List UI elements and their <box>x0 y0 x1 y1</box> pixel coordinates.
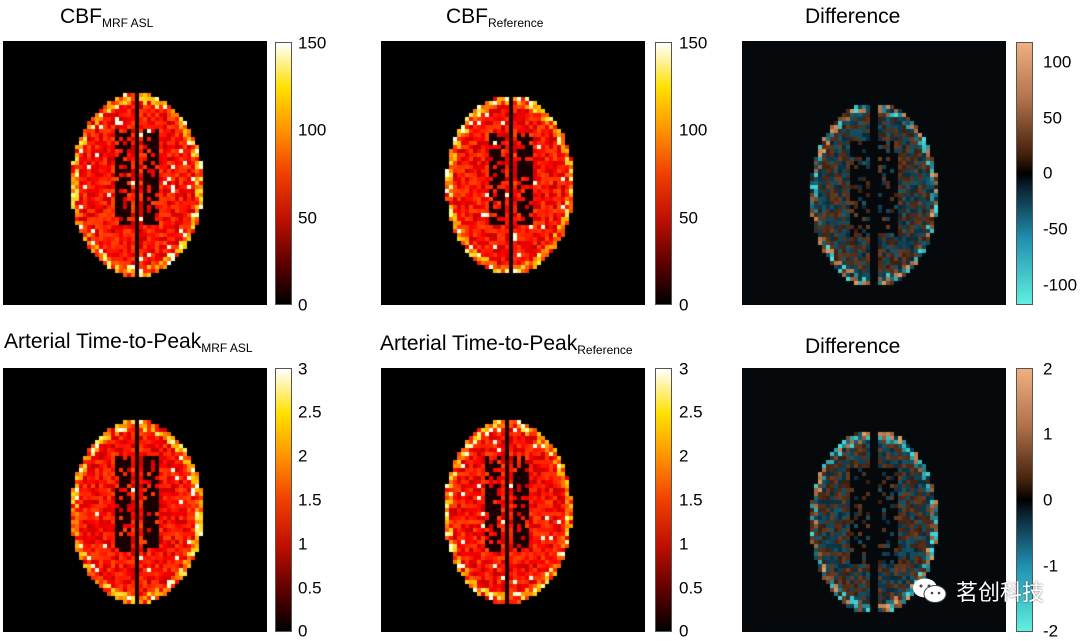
tick-label: -2 <box>1043 621 1059 641</box>
ttp-ref-brain-map <box>381 368 645 632</box>
tick-label: -50 <box>1043 219 1068 239</box>
title-cbf-ref: CBFReference <box>446 5 544 30</box>
wechat-icon <box>912 578 947 603</box>
colorbar-cbf-diff <box>1016 42 1033 305</box>
tick-label: 0 <box>298 295 308 315</box>
tick-label: 100 <box>298 120 327 140</box>
tick-label: 1.5 <box>679 490 703 510</box>
title-ttp-ref: Arterial Time-to-PeakReference <box>380 332 633 357</box>
tick-label: 1 <box>679 534 689 554</box>
tick-label: 2 <box>298 446 308 466</box>
tick-label: 50 <box>298 208 317 228</box>
tick-label: 0 <box>679 295 689 315</box>
tick-label: 1 <box>298 534 308 554</box>
tick-label: 3 <box>298 359 308 379</box>
tick-label: 50 <box>679 208 698 228</box>
tick-label: 150 <box>298 33 327 53</box>
cbf-mrf-brain-map <box>3 41 267 305</box>
cbf-difference-brain-map <box>742 41 1006 305</box>
tick-label: 0 <box>679 621 689 641</box>
tick-label: 0 <box>1043 163 1053 183</box>
colorbar-cbf-mrf <box>275 42 292 305</box>
tick-label: 2.5 <box>679 402 703 422</box>
colorbar-cbf-ref <box>655 42 672 305</box>
tick-label: 3 <box>679 359 689 379</box>
cbf-ref-brain-map <box>381 41 645 305</box>
tick-label: 0.5 <box>298 578 322 598</box>
ttp-difference-brain-map <box>742 368 1006 632</box>
tick-label: 2 <box>679 446 689 466</box>
tick-label: 2 <box>1043 359 1053 379</box>
watermark-text: 茗创科技 <box>955 580 1044 605</box>
tick-label: 1.5 <box>298 490 322 510</box>
tick-label: 1 <box>1043 424 1053 444</box>
title-ttp-diff: Difference <box>805 335 901 358</box>
colorbar-ttp-diff <box>1016 368 1033 632</box>
tick-label: 100 <box>1043 52 1072 72</box>
colorbar-ttp-ref <box>655 368 672 632</box>
title-cbf-diff: Difference <box>805 5 901 28</box>
tick-label: -100 <box>1043 275 1078 295</box>
tick-label: -1 <box>1043 556 1059 576</box>
tick-label: 0 <box>1043 490 1053 510</box>
tick-label: 100 <box>679 120 708 140</box>
ttp-mrf-brain-map <box>3 368 267 632</box>
tick-label: 0 <box>298 621 308 641</box>
tick-label: 2.5 <box>298 402 322 422</box>
watermark: 茗创科技 <box>912 575 1044 607</box>
title-cbf-mrf: CBFMRF ASL <box>60 5 154 30</box>
colorbar-ttp-mrf <box>275 368 292 632</box>
tick-label: 50 <box>1043 108 1062 128</box>
tick-label: 150 <box>679 33 708 53</box>
title-ttp-mrf: Arterial Time-to-PeakMRF ASL <box>4 330 253 355</box>
tick-label: 0.5 <box>679 578 703 598</box>
